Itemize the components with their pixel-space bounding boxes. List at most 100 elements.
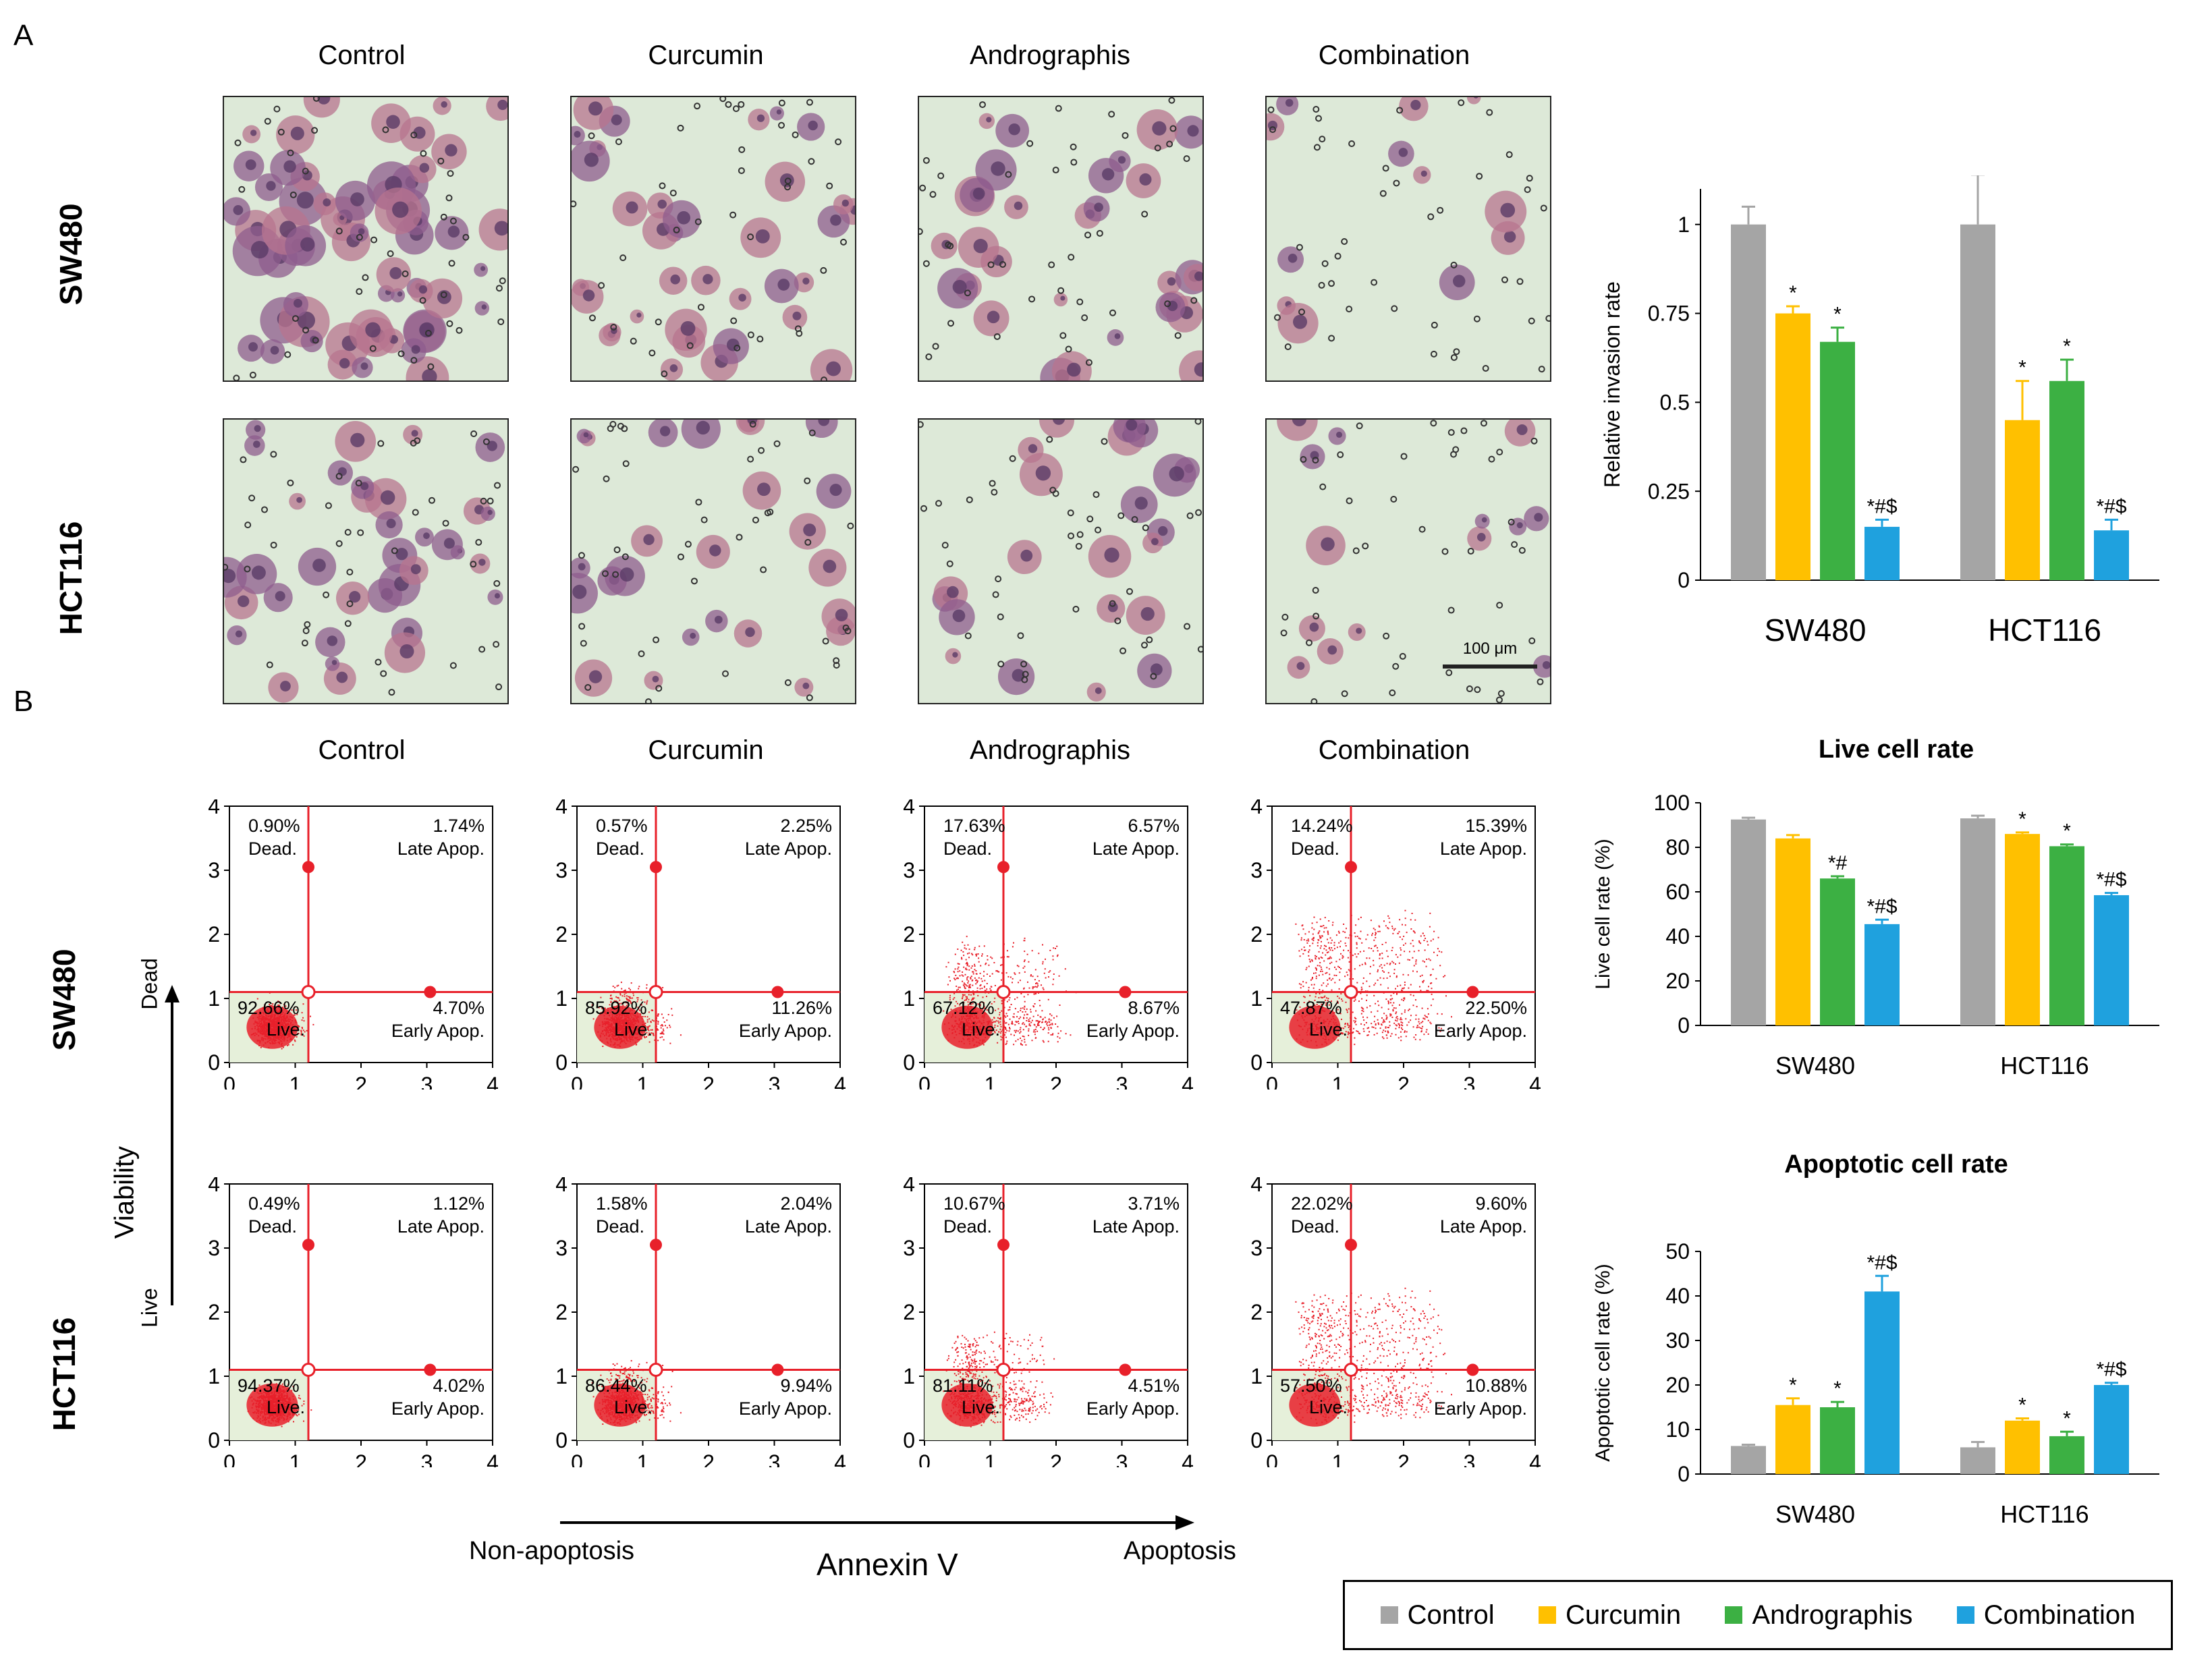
quadrant-live-value: 81.11% <box>933 1376 993 1396</box>
y-tick-label: 40 <box>1665 1284 1690 1308</box>
y-tick-label: 0 <box>1678 1013 1690 1038</box>
flow-xtick: 2 <box>1398 1450 1410 1467</box>
flow-plot-hct116-andrographis: 00 1 1 2 2 3 3 4 4 10.67%Dead. 3.71%Late Apop. 81.1… <box>903 1177 1194 1467</box>
quadrant-late-label: Late Apop. <box>1440 839 1527 859</box>
bar-andrographis-sw480 <box>1820 341 1855 580</box>
annexin-label: Annexin V <box>817 1547 958 1582</box>
flow-xtick: 0 <box>223 1073 236 1090</box>
flow-xtick: 4 <box>1529 1073 1541 1090</box>
flow-xtick: 3 <box>769 1450 781 1467</box>
quadrant-early-value: 4.51% <box>1128 1376 1180 1396</box>
apoptotic-chart-title: Apoptotic cell rate <box>1784 1150 2008 1179</box>
category-label: SW480 <box>1775 1500 1855 1528</box>
quadrant-late-value: 3.71% <box>1128 1193 1180 1214</box>
quadrant-live-label: Live. <box>267 1019 305 1040</box>
flow-ytick: 3 <box>208 858 220 882</box>
panel-a-row-sw480: SW480 <box>53 203 88 306</box>
y-tick-label: 0 <box>1678 568 1690 592</box>
flow-ytick: 0 <box>1250 1050 1263 1075</box>
quadrant-early-label: Early Apop. <box>391 1398 485 1419</box>
significance-mark: *#$ <box>1867 1251 1897 1274</box>
panel-b-col-curcumin: Curcumin <box>648 735 764 765</box>
flow-xtick: 2 <box>702 1450 715 1467</box>
micrograph-sw480-combination <box>1265 96 1551 382</box>
quadrant-early-value: 8.67% <box>1128 998 1180 1018</box>
flow-xtick: 0 <box>571 1073 583 1090</box>
bar-control-sw480 <box>1731 819 1766 1025</box>
scale-bar-label: 100 μm <box>1462 640 1518 658</box>
flow-ytick: 0 <box>1250 1428 1263 1452</box>
flow-ytick: 4 <box>208 799 220 818</box>
bar-curcumin-hct116 <box>2005 1420 2040 1474</box>
y-axis-label: Relative invasion rate <box>1600 281 1624 488</box>
live-cell-rate-chart: 0 20 40 60 80 100 Live cell rate (%) *# *#$ SW480… <box>1592 791 2159 1079</box>
non-apoptosis-label: Non-apoptosis <box>469 1537 635 1565</box>
y-tick-label: 0.5 <box>1660 391 1690 415</box>
bar-control-hct116 <box>1960 224 1995 580</box>
legend-item-control: Control <box>1380 1600 1495 1631</box>
bar-control-hct116 <box>1960 1447 1995 1474</box>
flow-ytick: 2 <box>555 922 568 946</box>
quadrant-live-label: Live. <box>1309 1397 1348 1417</box>
y-tick-label: 30 <box>1665 1328 1690 1353</box>
flow-ytick: 4 <box>1250 1177 1263 1196</box>
quadrant-early-value: 9.94% <box>780 1376 832 1396</box>
quadrant-dead-label: Dead. <box>596 1216 644 1237</box>
bar-curcumin-sw480 <box>1775 838 1810 1025</box>
quadrant-dead-label: Dead. <box>596 839 644 859</box>
quadrant-late-value: 1.12% <box>433 1193 485 1214</box>
micrograph-hct116-andrographis <box>918 418 1204 704</box>
category-label: SW480 <box>1775 1052 1855 1079</box>
flow-xtick: 1 <box>1332 1450 1344 1467</box>
quadrant-late-label: Late Apop. <box>745 839 832 859</box>
flow-plot-hct116-control: 00 1 1 2 2 3 3 4 4 0.49%Dead. 1.12%Late Apop. 94.37… <box>208 1177 499 1467</box>
flow-ytick: 0 <box>555 1050 568 1075</box>
bar-combination-hct116 <box>2094 895 2129 1025</box>
flow-ytick: 0 <box>555 1428 568 1452</box>
quadrant-dead-value: 22.02% <box>1291 1193 1353 1214</box>
flow-ytick: 0 <box>903 1428 915 1452</box>
quadrant-dead-label: Dead. <box>248 1216 297 1237</box>
flow-xtick: 1 <box>1332 1073 1344 1090</box>
legend-label-combination: Combination <box>1983 1600 2136 1630</box>
quadrant-live-label: Live. <box>962 1397 1000 1417</box>
y-tick-label: 20 <box>1665 969 1690 993</box>
significance-mark: * <box>2018 1394 2026 1417</box>
quadrant-dead-value: 0.90% <box>248 816 300 836</box>
flow-ytick: 3 <box>208 1236 220 1260</box>
bar-combination-hct116 <box>2094 1385 2129 1474</box>
flow-ytick: 2 <box>208 922 220 946</box>
quadrant-late-value: 6.57% <box>1128 816 1180 836</box>
micrograph-hct116-combination <box>1265 418 1551 704</box>
quadrant-dead-value: 0.49% <box>248 1193 300 1214</box>
bar-control-sw480 <box>1731 1446 1766 1474</box>
scale-bar <box>1443 664 1537 669</box>
flow-xtick: 2 <box>1398 1073 1410 1090</box>
quadrant-live-label: Live. <box>614 1019 653 1040</box>
panel-a-col-curcumin: Curcumin <box>648 40 764 70</box>
y-tick-label: 80 <box>1665 835 1690 859</box>
micrograph-sw480-andrographis <box>918 96 1204 382</box>
quadrant-early-value: 10.88% <box>1465 1376 1527 1396</box>
flow-ytick: 2 <box>903 1300 915 1324</box>
quadrant-late-label: Late Apop. <box>1093 1216 1180 1237</box>
legend-label-curcumin: Curcumin <box>1565 1600 1682 1630</box>
flow-ytick: 1 <box>208 986 220 1011</box>
y-tick-label: 1 <box>1678 213 1690 237</box>
flow-xtick: 1 <box>637 1450 649 1467</box>
y-axis-label: Apoptotic cell rate (%) <box>1592 1264 1614 1461</box>
legend-item-andrographis: Andrographis <box>1725 1600 1912 1631</box>
quadrant-live-label: Live. <box>267 1397 305 1417</box>
quadrant-live-value: 86.44% <box>585 1376 647 1396</box>
quadrant-early-label: Early Apop. <box>739 1021 832 1041</box>
flow-xtick: 0 <box>1266 1450 1278 1467</box>
flow-xtick: 3 <box>769 1073 781 1090</box>
flow-plot-hct116-combination: 00 1 1 2 2 3 3 4 4 22.02%Dead. 9.60%Late Apop. 57.5… <box>1250 1177 1541 1467</box>
legend-swatch-control <box>1380 1606 1398 1624</box>
quadrant-dead-value: 0.57% <box>596 816 648 836</box>
panel-a-row-hct116: HCT116 <box>53 521 88 635</box>
y-tick-label: 60 <box>1665 880 1690 904</box>
bar-curcumin-sw480 <box>1775 1405 1810 1474</box>
flow-ytick: 1 <box>555 986 568 1011</box>
flow-ytick: 4 <box>555 799 568 818</box>
